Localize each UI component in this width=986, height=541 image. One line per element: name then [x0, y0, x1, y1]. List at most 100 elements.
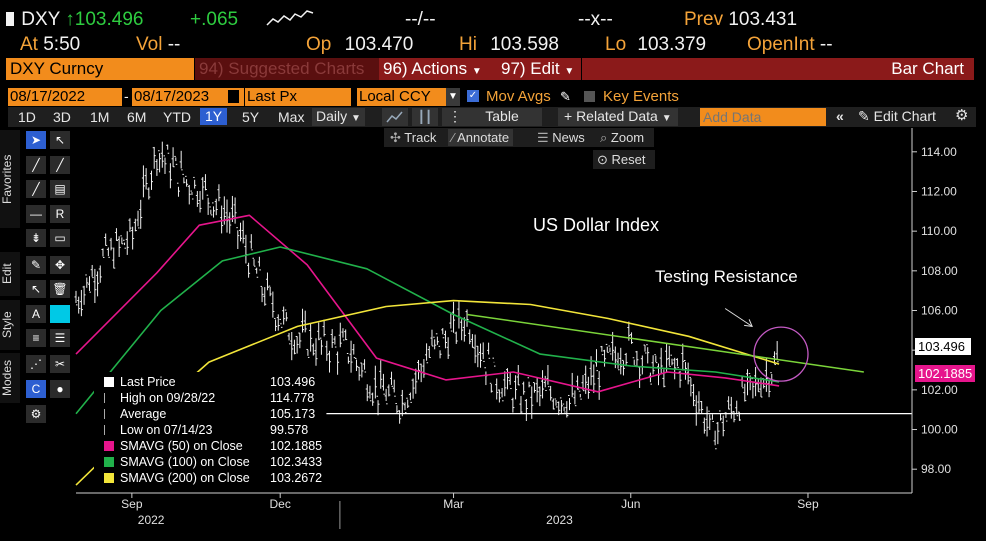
- select-tool-icon[interactable]: ↖: [26, 280, 46, 298]
- collapse-icon[interactable]: «: [836, 108, 844, 124]
- pen-tool-icon[interactable]: ✎: [26, 256, 46, 274]
- fib-tool-icon[interactable]: ⇟: [26, 229, 46, 247]
- table-button[interactable]: Table: [462, 108, 542, 126]
- chevron-down-icon: ▼: [351, 113, 361, 124]
- sma-50-line: [75, 214, 780, 393]
- price-change: +.065: [190, 9, 239, 30]
- news-icon: ☰: [537, 130, 549, 145]
- security-field[interactable]: DXY Curncy: [6, 58, 194, 80]
- trend-tool-icon[interactable]: ╱: [26, 180, 46, 198]
- chart-type-bar[interactable]: Bar Chart: [582, 58, 974, 80]
- pointer-tool-icon[interactable]: ➤: [26, 131, 46, 149]
- related-data-menu[interactable]: + Related Data ▼: [558, 108, 678, 126]
- ticker-icon: [6, 12, 14, 26]
- palette-icon[interactable]: ●: [50, 380, 70, 398]
- arrow-tool-icon[interactable]: ↖: [50, 131, 70, 149]
- key-events-label: Key Events: [603, 88, 679, 105]
- low-label: Lo: [605, 34, 627, 55]
- y-tick-label: 100.00: [921, 423, 958, 437]
- track-label: Track: [404, 130, 437, 145]
- y-tick-label: 108.00: [921, 264, 958, 278]
- reset-button[interactable]: ⊙ Reset: [593, 150, 655, 169]
- legend-label: SMAVG (200) on Close: [120, 471, 250, 485]
- line-weight-icon[interactable]: ≡: [26, 329, 46, 347]
- related-data-label: + Related Data: [564, 108, 658, 124]
- edit-chart-button[interactable]: ✎ Edit Chart: [858, 108, 936, 125]
- actions-menu[interactable]: 96) Actions ▼: [379, 58, 497, 80]
- news-tool[interactable]: ☰ News: [537, 130, 585, 146]
- ray-tool-icon[interactable]: ╱: [50, 156, 70, 174]
- channel-tool-icon[interactable]: ▤: [50, 180, 70, 198]
- high-value: 103.598: [490, 34, 559, 55]
- legend-item[interactable]: Last Price 103.496: [104, 375, 315, 389]
- range-3d[interactable]: 3D: [53, 109, 71, 125]
- legend-item[interactable]: Low on 07/14/23 99.578: [104, 423, 308, 437]
- hline-tool-icon[interactable]: —: [26, 205, 46, 223]
- range-6m[interactable]: 6M: [127, 109, 147, 125]
- range-max[interactable]: Max: [278, 109, 305, 125]
- periodicity-select[interactable]: Daily ▼: [312, 108, 365, 126]
- zoom-tool[interactable]: ⌕ Zoom: [600, 130, 644, 146]
- x-tick-label: Jun: [621, 497, 640, 511]
- periodicity-label: Daily: [316, 108, 348, 124]
- add-data-input[interactable]: [700, 108, 826, 126]
- color-tool-icon[interactable]: A: [26, 305, 46, 323]
- chart-title: US Dollar Index: [533, 215, 660, 235]
- open-value: 103.470: [344, 34, 414, 55]
- edit-menu[interactable]: 97) Edit ▼: [497, 58, 581, 80]
- range-1d[interactable]: 1D: [18, 109, 36, 125]
- at-label: At: [20, 34, 38, 55]
- highlight-circle: [753, 326, 809, 382]
- legend-item[interactable]: SMAVG (50) on Close 102.1885: [104, 439, 322, 453]
- line-style-icon[interactable]: ☰: [50, 329, 70, 347]
- line-chart-icon[interactable]: [382, 108, 408, 126]
- line-tool-icon[interactable]: ╱: [26, 156, 46, 174]
- rectangle-tool-icon[interactable]: ▭: [50, 229, 70, 247]
- chevron-down-icon: ▼: [471, 66, 482, 77]
- fill-color-icon[interactable]: [50, 305, 70, 323]
- field-select[interactable]: Last Px: [245, 88, 351, 106]
- legend-swatch: [104, 425, 114, 435]
- bid-ask-size: --x--: [578, 9, 613, 30]
- date-from-input[interactable]: 08/17/2022: [8, 88, 122, 106]
- gear-icon[interactable]: ⚙: [955, 107, 969, 124]
- currency-select[interactable]: Local CCY: [357, 88, 447, 106]
- cycle-mode-icon[interactable]: C: [26, 380, 46, 398]
- y-tick-label: 114.00: [921, 145, 957, 159]
- y-tick-label: 98.00: [921, 462, 951, 476]
- low-value: 103.379: [637, 34, 707, 55]
- suggested-charts-button[interactable]: 94) Suggested Charts: [195, 58, 379, 80]
- edit-label: 97) Edit: [501, 59, 560, 78]
- legend-item[interactable]: SMAVG (200) on Close 103.2672: [104, 471, 322, 485]
- range-1m[interactable]: 1M: [90, 109, 110, 125]
- x-year-label: 2023: [546, 513, 573, 527]
- y-tick-label: 102.00: [921, 383, 958, 397]
- open-label: Op: [306, 34, 332, 55]
- move-tool-icon[interactable]: ✥: [50, 256, 70, 274]
- legend-item[interactable]: Average 105.173: [104, 407, 315, 421]
- pencil-icon[interactable]: ✎: [560, 89, 571, 104]
- news-label: News: [552, 130, 585, 145]
- scissors-icon[interactable]: ✂: [50, 355, 70, 373]
- range-ytd[interactable]: YTD: [163, 109, 191, 125]
- date-to-input[interactable]: 08/17/2023: [132, 88, 244, 106]
- chevron-down-icon[interactable]: ▼: [446, 88, 460, 106]
- delete-icon[interactable]: 🗑: [50, 280, 70, 298]
- dotted-line-icon[interactable]: ⋰: [26, 355, 46, 373]
- legend-item[interactable]: High on 09/28/22 114.778: [104, 391, 314, 405]
- calendar-icon[interactable]: [228, 90, 239, 103]
- range-5y[interactable]: 5Y: [242, 109, 260, 125]
- edit-chart-label: Edit Chart: [873, 108, 936, 124]
- mov-avgs-checkbox[interactable]: ✓: [467, 90, 479, 102]
- legend-item[interactable]: SMAVG (100) on Close 102.3433: [104, 455, 322, 469]
- sparkline-icon: [266, 10, 314, 26]
- track-tool[interactable]: ✣ Track: [390, 130, 436, 146]
- bar-chart-icon[interactable]: ┃┃: [412, 108, 438, 126]
- key-events-checkbox[interactable]: [584, 91, 595, 102]
- more-chart-types-button[interactable]: ⋮: [442, 108, 468, 126]
- annotate-tool[interactable]: ⁄ Annotate: [448, 129, 514, 146]
- text-tool-icon[interactable]: R: [50, 205, 70, 223]
- settings-icon[interactable]: ⚙: [26, 405, 46, 423]
- range-1y[interactable]: 1Y: [200, 108, 228, 125]
- openint-value: --: [819, 34, 833, 55]
